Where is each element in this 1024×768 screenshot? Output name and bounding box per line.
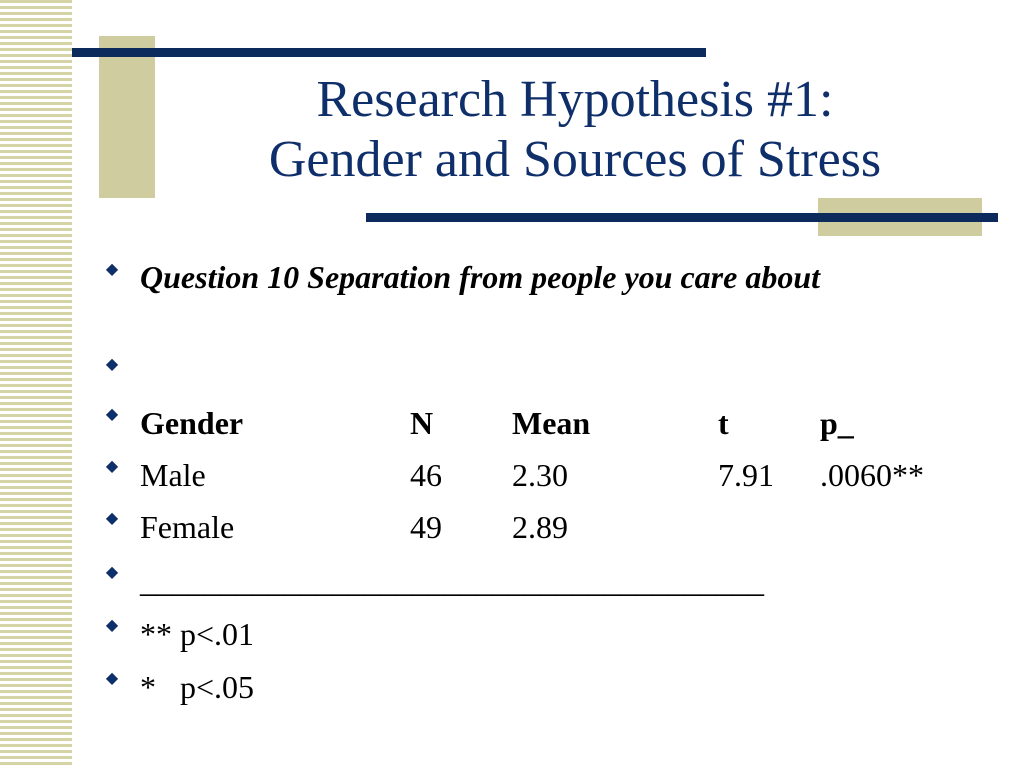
diamond-bullet-icon: ◆: [105, 458, 119, 475]
accent-block-top: [99, 36, 155, 198]
header-t: t: [718, 405, 729, 441]
title-rule-bottom: [366, 213, 998, 222]
title-rule-top: [72, 48, 706, 57]
header-p: p_: [820, 405, 854, 441]
cell-gender: Male: [140, 457, 206, 493]
cell-n: 49: [410, 509, 442, 545]
cell-t: 7.91: [718, 457, 774, 493]
slide-title: Research Hypothesis #1: Gender and Sourc…: [150, 70, 1000, 190]
diamond-bullet-icon: ◆: [105, 617, 119, 634]
cell-n: 46: [410, 457, 442, 493]
diamond-bullet-icon: ◆: [105, 564, 119, 581]
note-2-text: * p<.05: [140, 669, 255, 705]
decorative-stripes: [0, 0, 72, 768]
diamond-bullet-icon: ◆: [105, 670, 119, 687]
diamond-bullet-icon: ◆: [105, 261, 119, 278]
diamond-bullet-icon: ◆: [105, 510, 119, 527]
diamond-bullet-icon: ◆: [105, 406, 119, 423]
note-1-text: ** p<.01: [140, 616, 255, 652]
header-mean: Mean: [512, 405, 591, 441]
separator-text: _______________________________________: [140, 563, 764, 599]
diamond-bullet-icon: ◆: [105, 356, 119, 373]
cell-mean: 2.30: [512, 457, 568, 493]
cell-p: .0060**: [820, 457, 924, 493]
header-gender: Gender: [140, 405, 244, 441]
cell-mean: 2.89: [512, 509, 568, 545]
title-line-2: Gender and Sources of Stress: [268, 131, 882, 188]
question-text: Question 10 Separation from people you c…: [140, 259, 821, 295]
header-n: N: [410, 405, 434, 441]
title-line-1: Research Hypothesis #1:: [316, 71, 834, 128]
cell-gender: Female: [140, 509, 235, 545]
